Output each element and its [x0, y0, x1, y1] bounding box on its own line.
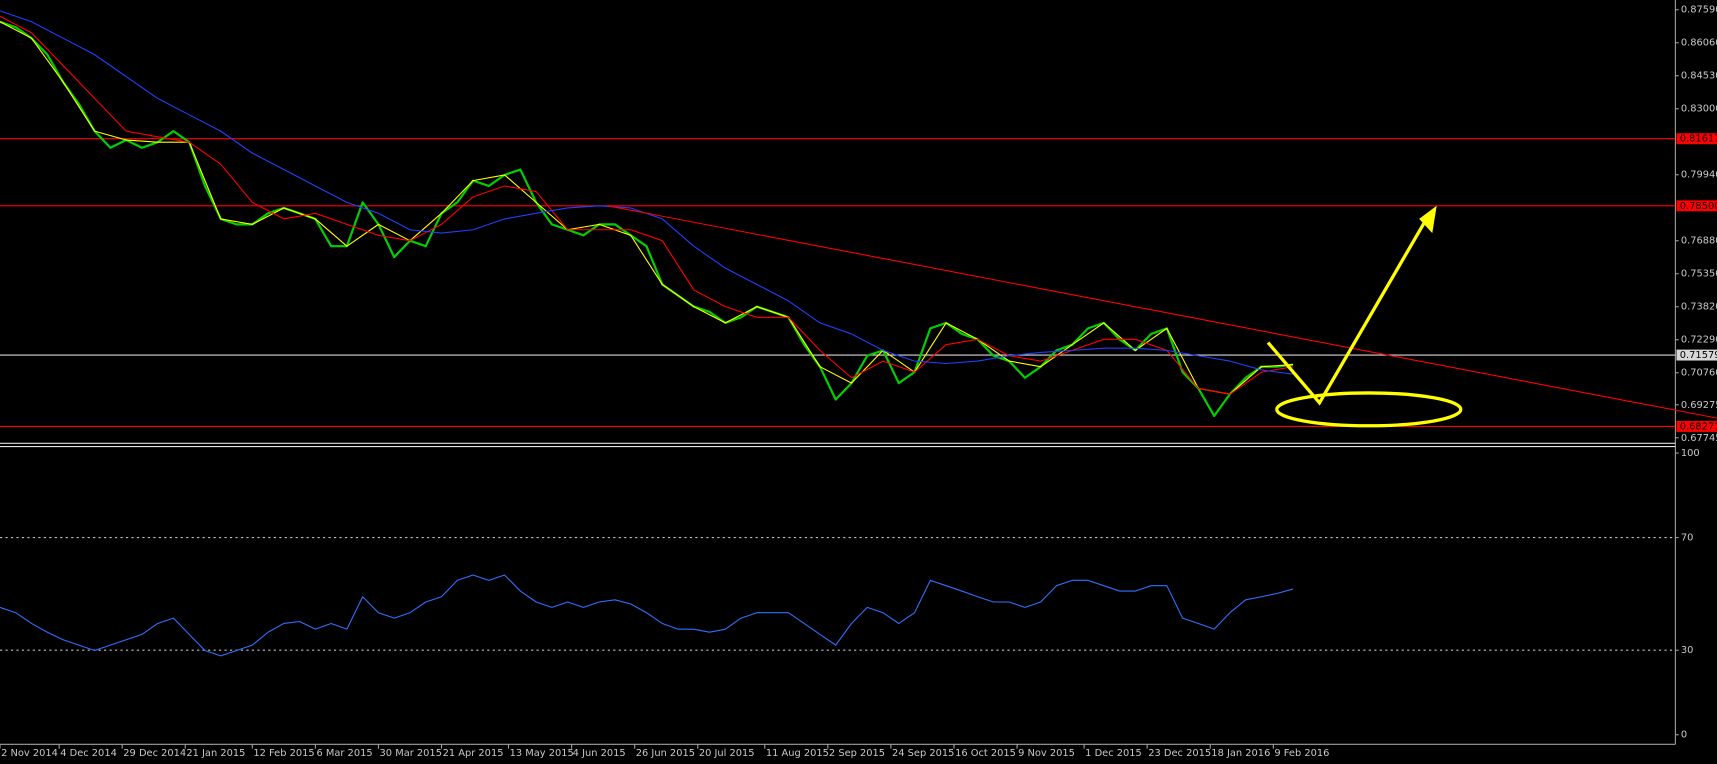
x-tick-label: 9 Feb 2016 [1274, 748, 1329, 759]
level-label: 0.81617 [1680, 134, 1717, 145]
level-label-box [1676, 420, 1717, 432]
x-tick-label: 20 Jul 2015 [699, 748, 755, 759]
x-tick-label: 21 Apr 2015 [443, 748, 504, 759]
level-label: 0.78500 [1680, 201, 1717, 212]
level-label-box [1676, 349, 1717, 361]
y-tick-label: 0.69275 [1681, 400, 1717, 411]
x-tick-label: 1 Dec 2015 [1085, 748, 1142, 759]
arrow-head [1419, 205, 1437, 234]
target-ellipse [1275, 391, 1463, 428]
x-tick-label: 9 Nov 2015 [1018, 748, 1075, 759]
x-tick-label: 21 Jan 2015 [186, 748, 245, 759]
x-tick-label: 26 Jun 2015 [636, 748, 695, 759]
x-tick-label: 6 Mar 2015 [316, 748, 372, 759]
series-line [0, 574, 1294, 657]
level-label: 0.71579 [1680, 350, 1717, 361]
series-line [0, 15, 1294, 395]
x-tick-label: 18 Jan 2016 [1211, 748, 1270, 759]
x-tick-label: 2 Nov 2014 [1, 748, 58, 759]
level-label-box [1676, 133, 1717, 145]
x-tick-label: 29 Dec 2014 [123, 748, 186, 759]
x-tick-label: 12 Feb 2015 [253, 748, 314, 759]
x-tick-label: 4 Dec 2014 [60, 748, 117, 759]
level-label: 0.68271 [1680, 421, 1717, 432]
y-tick-label: 0.67745 [1681, 433, 1717, 444]
series-line [0, 21, 1294, 395]
trend-line [607, 205, 1717, 419]
annotations [607, 205, 1717, 428]
y-tick-label: 100 [1681, 448, 1700, 459]
x-tick-label: 30 Mar 2015 [380, 748, 442, 759]
series-line [0, 20, 1294, 418]
x-tick-label: 13 May 2015 [510, 748, 574, 759]
y-tick-label: 30 [1681, 645, 1694, 656]
x-tick-label: 2 Sep 2015 [829, 748, 885, 759]
y-tick-label: 0 [1681, 730, 1687, 741]
x-tick-label: 23 Dec 2015 [1148, 748, 1211, 759]
x-tick-label: 11 Aug 2015 [766, 748, 829, 759]
x-tick-label: 4 Jun 2015 [573, 748, 626, 759]
forecast-arrow [1266, 213, 1431, 406]
level-label-box [1676, 200, 1717, 212]
y-tick-label: 70 [1681, 533, 1694, 544]
x-tick-label: 24 Sep 2015 [892, 748, 954, 759]
x-tick-label: 16 Oct 2015 [955, 748, 1016, 759]
